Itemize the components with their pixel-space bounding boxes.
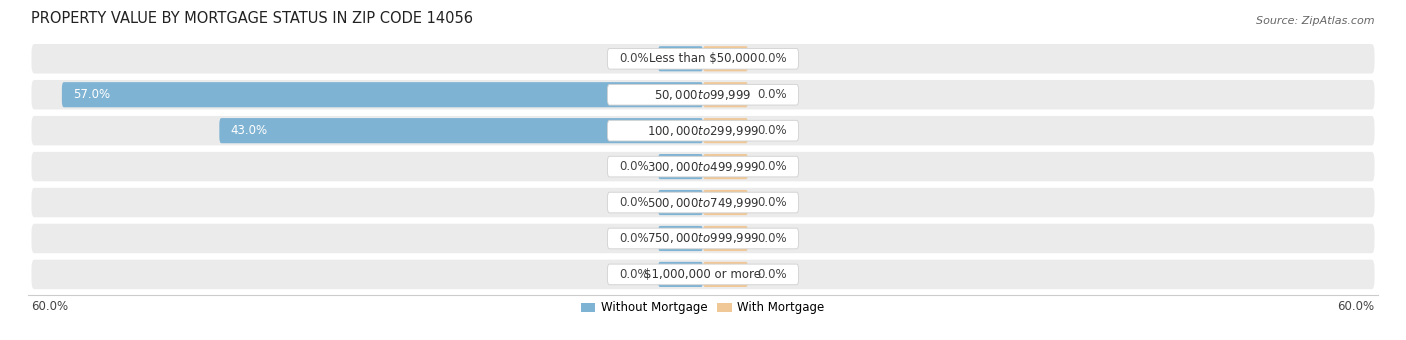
FancyBboxPatch shape [31,260,1375,289]
FancyBboxPatch shape [607,264,799,285]
FancyBboxPatch shape [607,192,799,213]
Text: $750,000 to $999,999: $750,000 to $999,999 [647,232,759,245]
Text: 0.0%: 0.0% [756,88,786,101]
Text: $50,000 to $99,999: $50,000 to $99,999 [654,88,752,102]
FancyBboxPatch shape [31,152,1375,181]
Text: 0.0%: 0.0% [756,232,786,245]
Text: PROPERTY VALUE BY MORTGAGE STATUS IN ZIP CODE 14056: PROPERTY VALUE BY MORTGAGE STATUS IN ZIP… [31,11,474,26]
Text: $300,000 to $499,999: $300,000 to $499,999 [647,159,759,174]
FancyBboxPatch shape [703,118,748,143]
Text: 0.0%: 0.0% [620,268,650,281]
Text: 0.0%: 0.0% [620,52,650,65]
FancyBboxPatch shape [658,226,703,251]
FancyBboxPatch shape [31,116,1375,146]
FancyBboxPatch shape [703,262,748,287]
FancyBboxPatch shape [62,82,703,107]
Text: Source: ZipAtlas.com: Source: ZipAtlas.com [1256,16,1375,26]
FancyBboxPatch shape [607,120,799,141]
FancyBboxPatch shape [607,156,799,177]
FancyBboxPatch shape [703,190,748,215]
FancyBboxPatch shape [607,84,799,105]
Text: 0.0%: 0.0% [620,232,650,245]
Text: 60.0%: 60.0% [31,300,69,313]
FancyBboxPatch shape [703,46,748,71]
FancyBboxPatch shape [31,224,1375,253]
FancyBboxPatch shape [607,228,799,249]
FancyBboxPatch shape [31,188,1375,217]
Text: 0.0%: 0.0% [756,160,786,173]
FancyBboxPatch shape [703,226,748,251]
FancyBboxPatch shape [703,154,748,179]
Text: 0.0%: 0.0% [756,268,786,281]
Text: 0.0%: 0.0% [756,196,786,209]
FancyBboxPatch shape [31,44,1375,73]
Text: 0.0%: 0.0% [620,160,650,173]
Text: $100,000 to $299,999: $100,000 to $299,999 [647,124,759,138]
FancyBboxPatch shape [31,80,1375,109]
Text: 57.0%: 57.0% [73,88,110,101]
FancyBboxPatch shape [658,154,703,179]
Text: $1,000,000 or more: $1,000,000 or more [644,268,762,281]
Text: 60.0%: 60.0% [1337,300,1375,313]
Text: 0.0%: 0.0% [756,124,786,137]
Text: 43.0%: 43.0% [231,124,267,137]
Legend: Without Mortgage, With Mortgage: Without Mortgage, With Mortgage [576,297,830,319]
Text: Less than $50,000: Less than $50,000 [648,52,758,65]
FancyBboxPatch shape [219,118,703,143]
FancyBboxPatch shape [658,46,703,71]
Text: $500,000 to $749,999: $500,000 to $749,999 [647,195,759,209]
FancyBboxPatch shape [607,49,799,69]
FancyBboxPatch shape [658,190,703,215]
Text: 0.0%: 0.0% [620,196,650,209]
Text: 0.0%: 0.0% [756,52,786,65]
FancyBboxPatch shape [658,262,703,287]
FancyBboxPatch shape [703,82,748,107]
